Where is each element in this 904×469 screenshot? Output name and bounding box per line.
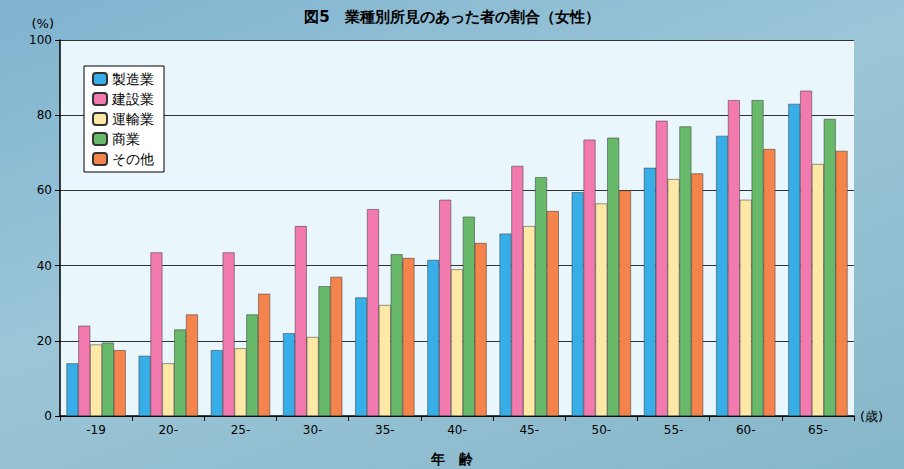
svg-text:60-: 60- [736, 423, 756, 437]
svg-text:100: 100 [29, 33, 52, 47]
svg-text:40: 40 [37, 259, 52, 273]
svg-text:(歳): (歳) [860, 409, 883, 424]
svg-text:65-: 65- [808, 423, 828, 437]
svg-text:45-: 45- [519, 423, 539, 437]
svg-text:55-: 55- [664, 423, 684, 437]
svg-text:その他: その他 [112, 151, 154, 167]
svg-text:30-: 30- [303, 423, 323, 437]
svg-text:建設業: 建設業 [111, 91, 154, 107]
svg-text:-19: -19 [86, 423, 106, 437]
svg-text:50-: 50- [592, 423, 612, 437]
svg-text:図5 業種別所見のあった者の割合（女性）: 図5 業種別所見のあった者の割合（女性） [304, 8, 599, 26]
svg-text:(%): (%) [32, 16, 55, 31]
svg-text:商業: 商業 [112, 131, 140, 147]
svg-text:80: 80 [37, 108, 52, 122]
svg-text:年 齢: 年 齢 [430, 451, 474, 467]
svg-text:40-: 40- [447, 423, 467, 437]
svg-text:0: 0 [44, 409, 52, 423]
svg-text:35-: 35- [375, 423, 395, 437]
svg-text:25-: 25- [231, 423, 251, 437]
svg-text:20-: 20- [158, 423, 178, 437]
svg-text:運輸業: 運輸業 [112, 111, 154, 127]
svg-text:20: 20 [37, 334, 52, 348]
svg-text:60: 60 [37, 183, 52, 197]
svg-text:製造業: 製造業 [112, 71, 154, 87]
